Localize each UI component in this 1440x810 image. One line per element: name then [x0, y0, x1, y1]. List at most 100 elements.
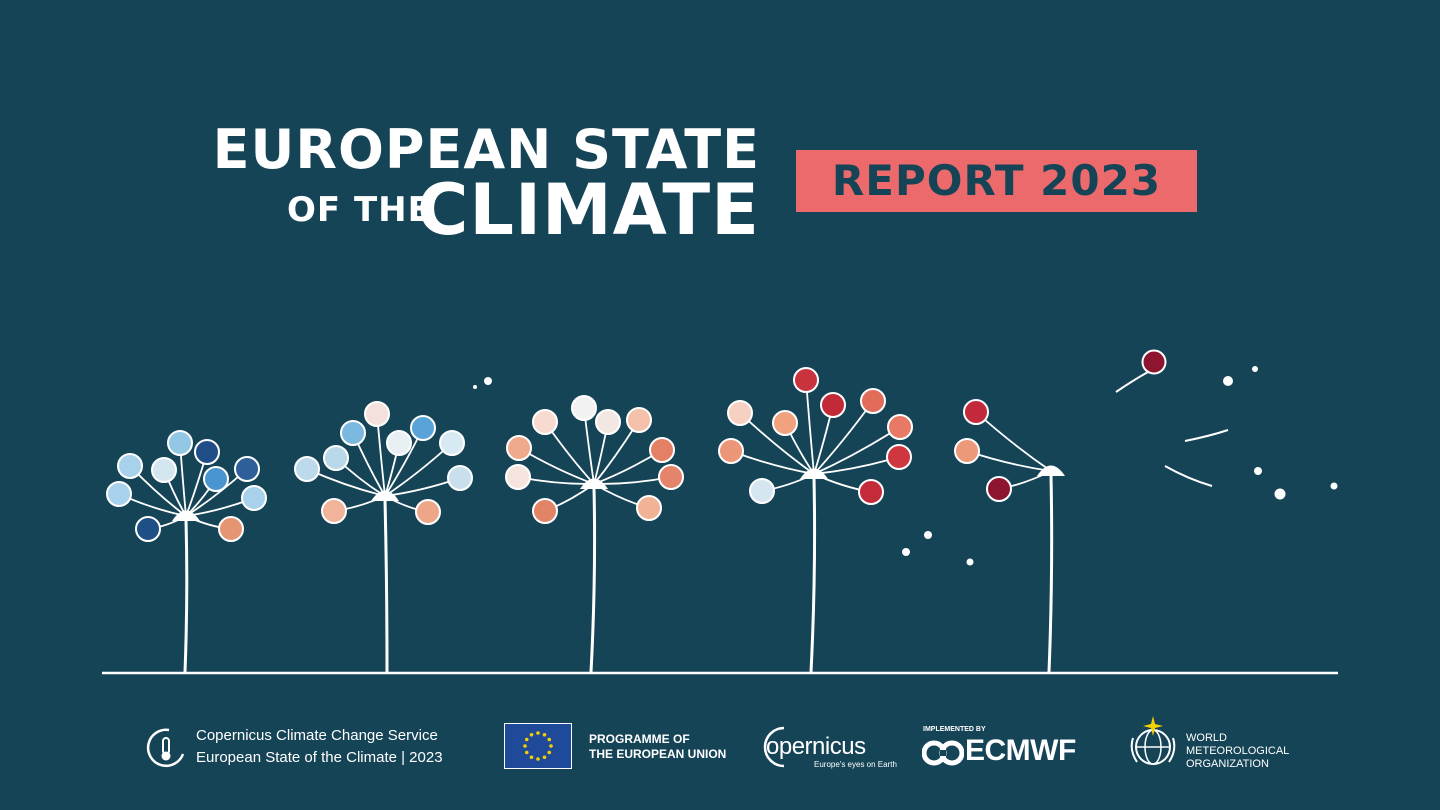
eu-star	[547, 737, 552, 742]
eu-star	[542, 755, 547, 760]
thermometer-cloud-icon	[146, 728, 185, 767]
seed-head	[386, 430, 412, 456]
dandelion-stem	[183, 519, 189, 673]
wind-arc	[1115, 371, 1149, 393]
seed-head	[294, 456, 320, 482]
seed-head	[954, 438, 980, 464]
wind-arc	[1184, 429, 1229, 442]
floating-dot	[1223, 376, 1233, 386]
dandelion-hub	[371, 490, 399, 501]
seed-head	[218, 516, 244, 542]
seed-head	[106, 481, 132, 507]
wind-arc	[1164, 465, 1213, 487]
dandelion-hub	[172, 510, 200, 521]
seed-head	[532, 498, 558, 524]
seed-head	[658, 464, 684, 490]
floating-dot	[902, 548, 910, 556]
seed-head	[340, 420, 366, 446]
seed-head	[727, 400, 753, 426]
seed-head	[167, 430, 193, 456]
seed-head	[649, 437, 675, 463]
seed-head	[203, 466, 229, 492]
dandelion-stem	[809, 477, 817, 673]
seed-head	[595, 409, 621, 435]
eu-star	[542, 732, 547, 737]
wmo-emblem-icon	[1130, 716, 1176, 765]
dandelion-hub	[1037, 465, 1065, 476]
title-of-the: OF THE	[287, 190, 432, 230]
eu-star	[524, 750, 529, 755]
c3s-name: Copernicus Climate Change Service	[196, 727, 438, 744]
seed-head	[532, 409, 558, 435]
seed-head	[415, 499, 441, 525]
seed-head	[505, 464, 531, 490]
seed-head	[117, 453, 143, 479]
dandelion-ray	[975, 411, 1052, 472]
seed-head	[858, 479, 884, 505]
seed-head	[364, 401, 390, 427]
dandelion-hub	[800, 468, 828, 479]
seed-head	[241, 485, 267, 511]
eu-star	[536, 757, 540, 761]
ecmwf-name: ECMWF	[965, 734, 1076, 767]
title-line-1: EUROPEAN STATE	[212, 118, 760, 181]
seed-head	[749, 478, 775, 504]
seed-head	[571, 395, 597, 421]
floating-dot	[473, 385, 477, 389]
title-climate: CLIMATE	[417, 169, 760, 251]
seed-head	[410, 415, 436, 441]
seed-head	[321, 498, 347, 524]
ecmwf-implemented-by: IMPLEMENTED BY	[923, 726, 986, 733]
floating-dot	[1330, 482, 1338, 490]
floating-dot	[924, 531, 932, 539]
seed-head	[887, 414, 913, 440]
eu-star	[536, 731, 540, 735]
seed-head	[718, 438, 744, 464]
seed-head	[820, 392, 846, 418]
eu-star	[523, 744, 527, 748]
dandelion-2	[294, 401, 473, 673]
seed-head	[886, 444, 912, 470]
dandelion-5	[954, 399, 1065, 673]
floating-dot	[484, 377, 492, 385]
copernicus-tagline: Europe's eyes on Earth	[814, 760, 897, 769]
floating-dot	[966, 558, 974, 566]
dandelion-1	[106, 430, 267, 673]
dandelion-hub	[580, 478, 608, 489]
seed-head	[636, 495, 662, 521]
seed-head	[772, 410, 798, 436]
seed-head	[135, 516, 161, 542]
seed-head	[860, 388, 886, 414]
eu-star	[524, 737, 529, 742]
dandelion-stem	[1047, 474, 1054, 673]
seed-head	[793, 367, 819, 393]
seed-head	[986, 476, 1012, 502]
report-year-badge: REPORT 2023	[796, 150, 1197, 212]
dandelion-4	[718, 367, 913, 673]
floating-dot	[1252, 366, 1258, 372]
dandelion-3	[505, 395, 684, 673]
seed-head	[447, 465, 473, 491]
wmo-line-2: METEOROLOGICAL	[1186, 745, 1290, 757]
seed-head	[626, 407, 652, 433]
seed-head	[506, 435, 532, 461]
wmo-line-3: ORGANIZATION	[1186, 758, 1269, 770]
eu-star	[529, 732, 534, 737]
seed-head	[234, 456, 260, 482]
eu-programme-line-2: THE EUROPEAN UNION	[589, 747, 727, 761]
ecmwf-mark-icon	[922, 740, 964, 766]
seed-head	[194, 439, 220, 465]
seed-head	[151, 457, 177, 483]
wind-marks	[1115, 371, 1229, 487]
c3s-subtitle: European State of the Climate | 2023	[196, 749, 443, 766]
eu-programme-line-1: PROGRAMME OF	[589, 732, 690, 746]
floating-dot	[1254, 467, 1262, 475]
eu-star	[549, 744, 553, 748]
seed-head	[323, 445, 349, 471]
eu-flag-icon	[504, 723, 572, 769]
dandelion-ray	[805, 379, 815, 475]
dandelion-stem	[589, 487, 597, 673]
eu-star	[547, 750, 552, 755]
seed-head	[439, 430, 465, 456]
